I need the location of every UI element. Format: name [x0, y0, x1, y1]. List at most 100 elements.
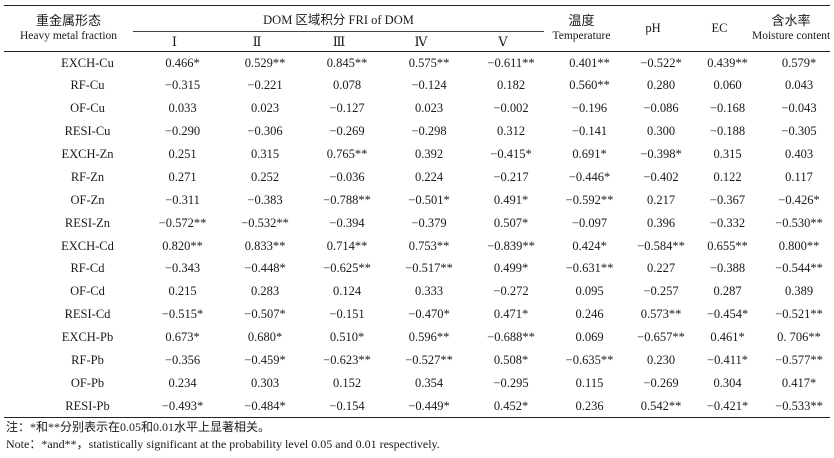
table-cell: 0.333 [414, 284, 444, 299]
table-cell: 0.182 [496, 78, 526, 93]
table-cell: 0.315 [713, 147, 742, 161]
table-cell: 0. 706** [777, 330, 821, 345]
table-cell: 0.392 [414, 147, 444, 161]
table-cell: 0.354 [414, 375, 444, 390]
table-cell: −0.269 [643, 375, 679, 390]
table-row: RF-Cu −0.315 −0.221 0.078 −0.124 0.182 0.560**… [4, 74, 830, 97]
header-dom-5: Ⅴ [498, 33, 508, 49]
table-cell: 0.033 [168, 101, 197, 116]
header-fraction-en: Heavy metal fraction [19, 30, 118, 42]
table-cell: 0.596** [408, 330, 450, 345]
header-temperature-zh: 温度 [568, 13, 595, 28]
table-cell: −0.533** [775, 398, 823, 413]
fraction-label: OF-Cu [70, 101, 105, 116]
table-row: OF-Cd 0.215 0.283 0.124 0.333 −0.272 0.095 −0.2… [4, 280, 830, 303]
table-cell: −0.448* [244, 261, 286, 276]
table-cell: 0.491* [493, 192, 529, 207]
table-cell: −0.515* [161, 307, 204, 322]
table-cell: −0.154 [329, 398, 365, 413]
table-cell: −0.521** [775, 307, 823, 322]
table-cell: 0.230 [646, 353, 676, 368]
header-dom-4: Ⅳ [414, 33, 428, 49]
table-cell: −0.367 [709, 192, 746, 207]
table-cell: −0.394 [329, 215, 365, 230]
table-cell: −0.086 [643, 101, 679, 116]
table-cell: −0.343 [164, 261, 201, 276]
table-cell: −0.411* [707, 353, 748, 368]
table-cell: −0.036 [329, 169, 365, 184]
table-row: RESI-Cu −0.290 −0.306 −0.269 −0.298 0.312 −0.1… [4, 120, 830, 143]
table-cell: −0.306 [247, 124, 283, 139]
table-cell: 0.579* [781, 55, 817, 70]
table-cell: 0.043 [784, 78, 814, 93]
table-cell: −0.688** [487, 330, 535, 345]
header-fraction: 重金属形态 Heavy metal fraction [4, 6, 133, 52]
table-cell: 0.315 [250, 147, 280, 161]
table-cell: 0.122 [713, 169, 742, 184]
fraction-label: OF-Pb [70, 375, 105, 390]
table-cell: −0.356 [164, 353, 201, 368]
table-cell: 0.833** [244, 238, 286, 253]
table-cell: 0.023 [250, 101, 280, 116]
table-row: OF-Zn −0.311 −0.383 −0.788** −0.501* 0.491* −0… [4, 189, 830, 212]
table-row: RESI-Pb −0.493* −0.484* −0.154 −0.449* 0.452*… [4, 395, 830, 418]
fraction-label: OF-Cd [70, 284, 105, 299]
table-cell: 0.252 [250, 169, 280, 184]
table-cell: −0.168 [709, 101, 746, 116]
header-dom-1: Ⅰ [171, 33, 178, 49]
table-cell: −0.002 [493, 101, 529, 116]
table-cell: 0.246 [575, 307, 604, 322]
table-cell: −0.631** [565, 261, 614, 276]
table-cell: −0.298 [411, 124, 447, 139]
fraction-label: RESI-Cu [64, 124, 111, 139]
header-dom-group: DOM 区域积分 FRI of DOM [133, 5, 544, 32]
table-cell: −0.501* [408, 192, 450, 207]
table-cell: 0.060 [713, 78, 742, 93]
table-cell: 0.078 [332, 78, 362, 93]
table-row: EXCH-Pb 0.673* 0.680* 0.510* 0.596** −0.688**… [4, 326, 830, 349]
table-cell: 0.396 [646, 215, 676, 230]
table-cell: 0.023 [414, 101, 444, 116]
table-cell: −0.517** [405, 261, 453, 276]
fraction-label: EXCH-Zn [61, 147, 114, 161]
table-header: 重金属形态 Heavy metal fraction DOM 区域积分 FRI … [4, 5, 830, 52]
table-cell: 0.234 [168, 375, 197, 390]
header-moisture-zh: 含水率 [771, 13, 811, 28]
table-cell: 0.510* [329, 330, 365, 345]
fraction-label: EXCH-Cu [61, 55, 114, 70]
table-cell: 0.287 [713, 284, 742, 299]
table-cell: −0.141 [571, 124, 608, 139]
table-cell: −0.290 [164, 124, 201, 139]
table-cell: −0.454* [706, 307, 749, 322]
header-moisture-en: Moisture content [752, 30, 830, 42]
table-cell: 0.507* [493, 215, 529, 230]
table-cell: −0.217 [493, 169, 529, 184]
header-moisture: 含水率 Moisture content [752, 6, 830, 52]
table-cell: −0.788** [323, 192, 371, 207]
table-row: EXCH-Cu 0.466* 0.529** 0.845** 0.575** −0.611… [4, 52, 830, 75]
table-cell: −0.196 [571, 101, 608, 116]
fraction-label: RF-Zn [70, 169, 105, 184]
table-cell: 0.691* [572, 147, 607, 161]
table-cell: 0.300 [646, 124, 676, 139]
table-cell: −0.311 [165, 192, 200, 207]
table-cell: −0.577** [775, 353, 823, 368]
table-cell: −0.402 [643, 169, 679, 184]
table-cell: −0.657** [637, 330, 685, 345]
header-fraction-zh: 重金属形态 [35, 13, 101, 28]
table-cell: 0.529** [244, 55, 286, 70]
table-cell: 0.280 [646, 78, 676, 93]
table-cell: 0.251 [168, 147, 197, 161]
table-cell: 0.753** [408, 238, 450, 253]
table-row: OF-Cu 0.033 0.023 −0.127 0.023 −0.002 −0.196 −0… [4, 97, 830, 120]
table-cell: 0.575** [408, 55, 450, 70]
table-cell: 0.714** [326, 238, 368, 253]
table-cell: 0.765** [326, 147, 368, 161]
table-cell: 0.845** [326, 55, 368, 70]
table-row: RF-Zn 0.271 0.252 −0.036 0.224 −0.217 −0.446* −… [4, 166, 830, 189]
table-cell: −0.584** [637, 238, 685, 253]
table-cell: −0.043 [781, 101, 817, 116]
table-cell: −0.257 [643, 284, 679, 299]
table-cell: 0.227 [646, 261, 676, 276]
